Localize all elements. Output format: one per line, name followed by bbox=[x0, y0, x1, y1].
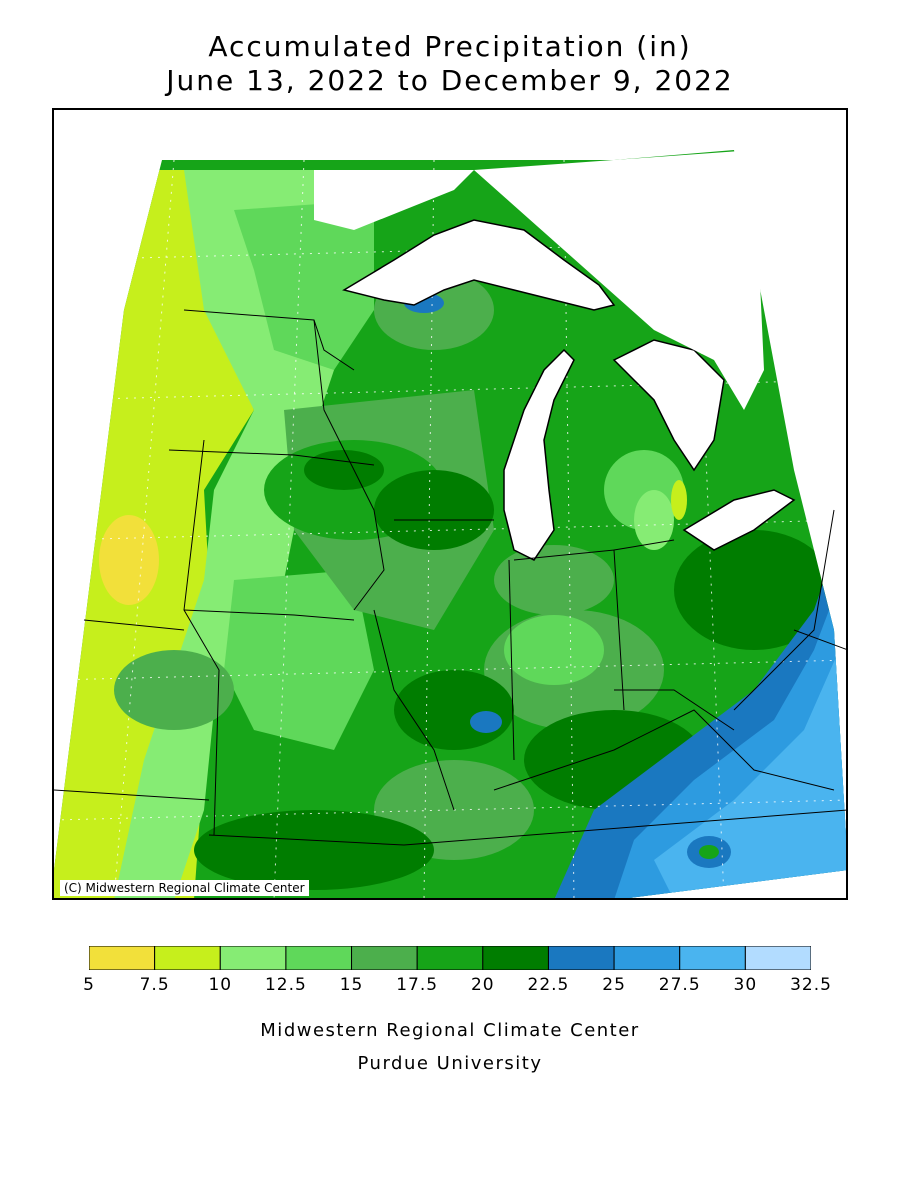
legend-swatch bbox=[285, 946, 353, 970]
legend-tick-label: 12.5 bbox=[264, 975, 307, 995]
legend-tick-label: 5 bbox=[83, 975, 95, 995]
graticule bbox=[54, 159, 846, 898]
great-lakes bbox=[342, 219, 796, 561]
legend-tick-label: 15 bbox=[339, 975, 364, 995]
map-canvas bbox=[54, 150, 846, 898]
color-legend bbox=[89, 946, 811, 970]
legend-swatch bbox=[547, 946, 615, 970]
legend-tick-label: 30 bbox=[733, 975, 758, 995]
legend-tick-label: 22.5 bbox=[527, 975, 570, 995]
precipitation-map: (C) Midwestern Regional Climate Center bbox=[52, 108, 848, 900]
legend-swatch bbox=[154, 946, 221, 970]
legend-swatch bbox=[744, 946, 811, 970]
map-date-range: June 13, 2022 to December 9, 2022 bbox=[166, 64, 734, 97]
legend-tick-label: 10 bbox=[208, 975, 233, 995]
map-title: Accumulated Precipitation (in) bbox=[208, 30, 692, 63]
footer-university: Purdue University bbox=[357, 1053, 543, 1074]
legend-swatch bbox=[482, 946, 549, 970]
legend-tick-label: 32.5 bbox=[790, 975, 832, 995]
legend-swatch bbox=[679, 946, 746, 970]
legend-swatch bbox=[351, 946, 418, 970]
legend-swatch bbox=[416, 946, 484, 970]
legend-tick-label: 27.5 bbox=[658, 975, 701, 995]
map-credit: (C) Midwestern Regional Climate Center bbox=[60, 880, 309, 896]
state-borders bbox=[54, 309, 846, 846]
legend-tick-label: 17.5 bbox=[396, 975, 439, 995]
legend-tick-label: 20 bbox=[470, 975, 495, 995]
legend-swatch bbox=[219, 946, 287, 970]
canada-mask bbox=[184, 150, 764, 410]
legend-bar bbox=[89, 946, 811, 970]
footer-organization: Midwestern Regional Climate Center bbox=[260, 1020, 640, 1041]
legend-swatch bbox=[613, 946, 681, 970]
legend-tick-label: 7.5 bbox=[139, 975, 170, 995]
legend-ticks: 5 7.5 10 12.5 15 17.5 20 22.5 25 27.5 30 32.5 bbox=[83, 975, 831, 999]
legend-tick-label: 25 bbox=[602, 975, 626, 995]
legend-swatch bbox=[89, 946, 156, 970]
